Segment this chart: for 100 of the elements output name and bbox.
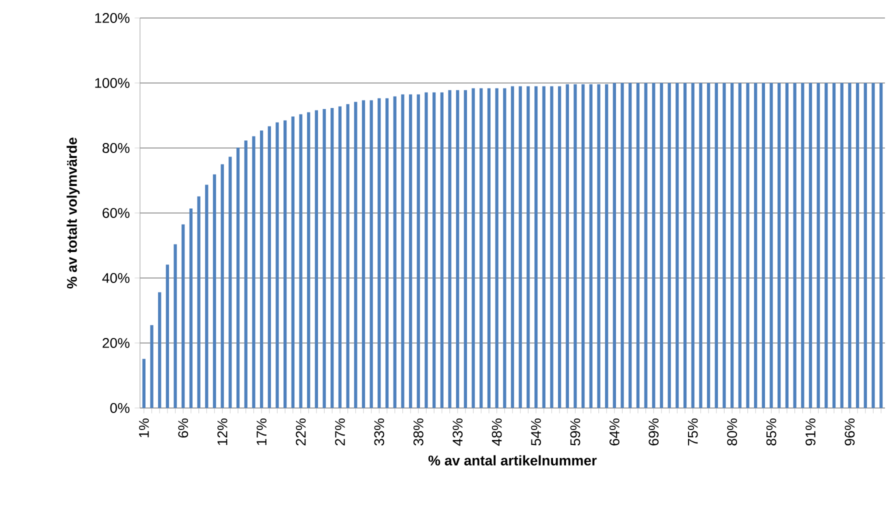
bar xyxy=(385,98,389,408)
bar xyxy=(510,86,514,408)
x-tick-label: 59% xyxy=(570,418,580,446)
bar xyxy=(550,86,554,408)
bar xyxy=(840,82,844,408)
bar xyxy=(589,84,592,408)
bar xyxy=(424,92,428,408)
bar xyxy=(401,94,404,408)
bar xyxy=(605,84,608,408)
y-tick-label: 20% xyxy=(102,338,130,348)
bar xyxy=(205,184,208,408)
bar xyxy=(872,82,875,408)
bar xyxy=(416,94,420,408)
bar xyxy=(244,140,248,408)
bar xyxy=(770,82,773,408)
bar xyxy=(824,82,828,408)
bar xyxy=(228,156,232,408)
bar xyxy=(785,82,789,408)
bar xyxy=(668,82,671,408)
x-tick-label: 33% xyxy=(374,418,384,446)
bar xyxy=(597,84,600,408)
bar xyxy=(252,136,256,408)
bar xyxy=(495,88,498,408)
bar xyxy=(182,224,185,408)
bar xyxy=(354,102,358,408)
bar xyxy=(322,108,326,408)
bar xyxy=(652,82,656,408)
bar xyxy=(378,98,381,408)
bar xyxy=(754,82,758,408)
bar xyxy=(456,90,460,408)
bar xyxy=(212,174,216,408)
bar xyxy=(880,82,883,408)
bar xyxy=(150,325,154,408)
bar xyxy=(174,244,177,408)
x-tick-label: 64% xyxy=(610,418,620,446)
bar xyxy=(464,90,468,408)
bar xyxy=(864,82,867,408)
bar xyxy=(801,82,804,408)
bar xyxy=(276,122,279,408)
bar xyxy=(534,86,538,408)
bar xyxy=(793,82,796,408)
x-tick-label: 43% xyxy=(452,418,463,446)
bar xyxy=(166,264,170,408)
x-tick-label: 22% xyxy=(296,418,306,446)
bar xyxy=(189,208,193,408)
bar xyxy=(314,110,318,408)
bar xyxy=(714,82,718,408)
x-tick-label: 91% xyxy=(806,418,816,446)
bar xyxy=(330,108,334,408)
bar xyxy=(848,82,852,408)
bar xyxy=(432,92,436,408)
x-tick-label: 75% xyxy=(688,418,698,446)
bar xyxy=(158,292,162,408)
x-tick-label: 6% xyxy=(178,418,188,438)
y-tick-label: 40% xyxy=(102,273,130,283)
bar xyxy=(142,358,146,408)
bar xyxy=(197,196,200,408)
bar xyxy=(393,96,396,408)
bar xyxy=(706,82,710,408)
x-tick-label: 1% xyxy=(139,418,149,438)
x-tick-label: 27% xyxy=(335,418,345,446)
bar xyxy=(291,116,294,408)
bar xyxy=(582,84,585,408)
bar xyxy=(487,88,491,408)
x-tick-label: 96% xyxy=(844,418,855,446)
bar xyxy=(683,82,687,408)
bar xyxy=(284,120,287,408)
x-tick-label: 80% xyxy=(727,418,738,446)
bar xyxy=(722,82,726,408)
x-tick-label: 85% xyxy=(766,418,776,446)
bar xyxy=(691,82,694,408)
bar xyxy=(220,164,224,408)
bar xyxy=(856,82,860,408)
bar xyxy=(808,82,812,408)
bar xyxy=(362,100,366,408)
x-tick-label: 17% xyxy=(256,418,266,445)
x-axis-title: % av antal artikelnummer xyxy=(428,455,597,466)
bar xyxy=(236,148,240,408)
bar xyxy=(542,86,546,408)
bar xyxy=(816,82,820,408)
bar xyxy=(346,104,350,408)
bar xyxy=(699,82,702,408)
bar xyxy=(832,82,836,408)
y-tick-label: 120% xyxy=(95,13,130,23)
y-axis-title: % av totalt volymvärde xyxy=(66,138,80,288)
bar xyxy=(472,88,475,408)
bar xyxy=(440,92,444,408)
bar xyxy=(480,88,483,408)
bar xyxy=(644,82,648,408)
bar xyxy=(503,88,506,408)
y-tick-label: 60% xyxy=(102,208,130,218)
bar xyxy=(738,82,742,408)
bar xyxy=(370,100,373,408)
bar xyxy=(408,94,412,408)
x-tick-label: 48% xyxy=(492,418,502,446)
bar xyxy=(518,86,522,408)
bar xyxy=(574,84,577,408)
bar xyxy=(746,82,750,408)
y-tick-label: 0% xyxy=(110,403,130,413)
x-tick-label: 38% xyxy=(413,418,424,446)
